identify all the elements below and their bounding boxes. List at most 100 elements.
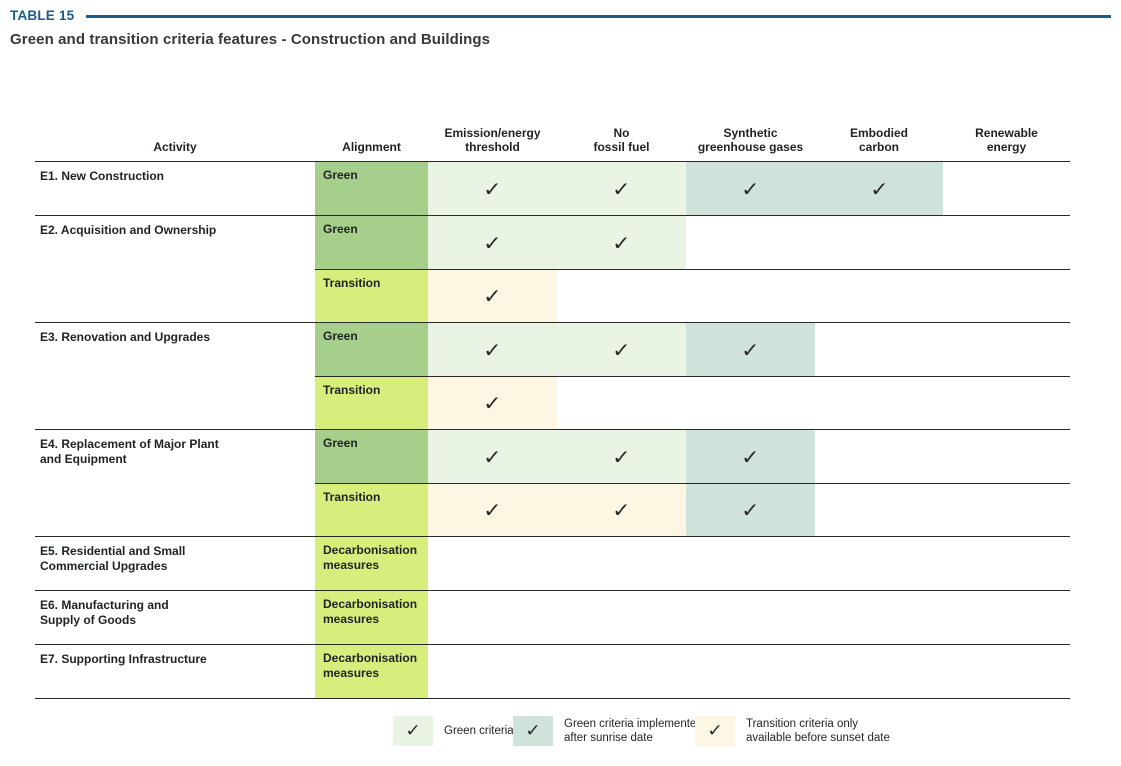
subrow-green: Green ✓ ✓ bbox=[315, 216, 1070, 269]
activity-cell: E3. Renovation and Upgrades bbox=[40, 330, 211, 344]
criteria-cell bbox=[943, 270, 1070, 322]
subrow-green: Green ✓ ✓ ✓ bbox=[315, 430, 1070, 483]
table-row-e1: E1. New Construction Green ✓ ✓ ✓ ✓ bbox=[35, 162, 1070, 216]
criteria-cell: ✓ bbox=[557, 323, 686, 376]
criteria-cell bbox=[557, 270, 686, 322]
criteria-cell bbox=[428, 591, 557, 644]
table-subtitle: Green and transition criteria features -… bbox=[10, 31, 491, 48]
check-icon: ✓ bbox=[741, 337, 760, 362]
criteria-cell bbox=[943, 216, 1070, 269]
criteria-cell: ✓ bbox=[686, 484, 815, 536]
criteria-cell bbox=[686, 645, 815, 698]
subrow-green: Green ✓ ✓ ✓ bbox=[315, 323, 1070, 376]
criteria-cell: ✓ bbox=[428, 377, 557, 429]
subrow-transition: Transition ✓ ✓ ✓ bbox=[315, 483, 1070, 536]
check-icon: ✓ bbox=[483, 284, 502, 308]
criteria-cell bbox=[815, 591, 943, 644]
criteria-cell bbox=[943, 162, 1070, 215]
subrow-decarbonisation: Decarbonisation measures bbox=[315, 645, 1070, 698]
column-header-no-fossil-fuel: No fossil fuel bbox=[593, 126, 650, 154]
table-number-label: TABLE 15 bbox=[10, 8, 75, 23]
title-rule bbox=[86, 14, 1111, 18]
check-icon: ✓ bbox=[612, 337, 631, 362]
check-icon: ✓ bbox=[707, 721, 723, 741]
criteria-cell bbox=[943, 484, 1070, 536]
table-row-e5: E5. Residential and Small Commercial Upg… bbox=[35, 537, 1070, 591]
subrow-decarbonisation: Decarbonisation measures bbox=[315, 591, 1070, 644]
criteria-cell bbox=[943, 591, 1070, 644]
subrow-decarbonisation: Decarbonisation measures bbox=[315, 537, 1070, 590]
check-icon: ✓ bbox=[869, 176, 889, 201]
criteria-cell bbox=[428, 645, 557, 698]
table-row-e7: E7. Supporting Infrastructure Decarbonis… bbox=[35, 645, 1070, 699]
check-icon: ✓ bbox=[741, 498, 760, 522]
table-row-e2: E2. Acquisition and Ownership Green ✓ ✓ … bbox=[35, 216, 1070, 323]
alignment-cell: Green bbox=[315, 323, 428, 376]
activity-cell: E7. Supporting Infrastructure bbox=[40, 652, 207, 666]
check-icon: ✓ bbox=[405, 721, 421, 741]
check-icon: ✓ bbox=[612, 176, 631, 201]
legend-swatch-sunrise: ✓ bbox=[513, 716, 553, 746]
criteria-cell bbox=[815, 323, 943, 376]
criteria-cell bbox=[686, 377, 815, 429]
criteria-cell bbox=[557, 537, 686, 590]
criteria-cell bbox=[815, 537, 943, 590]
criteria-cell bbox=[686, 216, 815, 269]
criteria-cell bbox=[557, 645, 686, 698]
alignment-cell: Green bbox=[315, 430, 428, 483]
legend-swatch-green: ✓ bbox=[393, 716, 433, 746]
criteria-cell: ✓ bbox=[815, 162, 943, 215]
criteria-cell: ✓ bbox=[686, 162, 815, 215]
check-icon: ✓ bbox=[483, 391, 502, 415]
criteria-cell bbox=[943, 537, 1070, 590]
alignment-cell: Green bbox=[315, 162, 428, 215]
legend-label: Transition criteria only available befor… bbox=[746, 717, 890, 745]
column-header-synthetic-ghg: Synthetic greenhouse gases bbox=[697, 126, 804, 154]
legend-label: Green criteria bbox=[444, 724, 514, 737]
alignment-cell: Decarbonisation measures bbox=[315, 591, 428, 644]
criteria-cell: ✓ bbox=[686, 430, 815, 483]
check-icon: ✓ bbox=[483, 498, 502, 522]
criteria-cell bbox=[686, 591, 815, 644]
criteria-cell bbox=[815, 484, 943, 536]
criteria-cell: ✓ bbox=[428, 162, 557, 215]
table-header-row: Activity Alignment Emission/energy thres… bbox=[35, 107, 1070, 162]
criteria-cell bbox=[815, 270, 943, 322]
legend-label: Green criteria implemented after sunrise… bbox=[564, 717, 703, 745]
activity-cell: E2. Acquisition and Ownership bbox=[40, 223, 217, 237]
subrow-transition: Transition ✓ bbox=[315, 269, 1070, 322]
table-row-e6: E6. Manufacturing and Supply of Goods De… bbox=[35, 591, 1070, 645]
check-icon: ✓ bbox=[483, 176, 502, 201]
criteria-cell bbox=[815, 216, 943, 269]
check-icon: ✓ bbox=[483, 444, 502, 469]
criteria-cell: ✓ bbox=[428, 323, 557, 376]
criteria-cell bbox=[943, 430, 1070, 483]
column-header-alignment: Alignment bbox=[342, 139, 401, 154]
criteria-cell bbox=[686, 537, 815, 590]
column-header-emission-threshold: Emission/energy threshold bbox=[444, 126, 541, 154]
legend-item-green-criteria: ✓ Green criteria bbox=[393, 716, 514, 746]
check-icon: ✓ bbox=[741, 176, 760, 201]
criteria-cell: ✓ bbox=[557, 216, 686, 269]
criteria-cell: ✓ bbox=[557, 484, 686, 536]
activity-cell: E4. Replacement of Major Plant and Equip… bbox=[40, 437, 219, 466]
criteria-cell bbox=[428, 537, 557, 590]
check-icon: ✓ bbox=[612, 444, 631, 469]
table-row-e4: E4. Replacement of Major Plant and Equip… bbox=[35, 430, 1070, 537]
criteria-cell bbox=[815, 645, 943, 698]
alignment-cell: Green bbox=[315, 216, 428, 269]
alignment-cell: Transition bbox=[315, 377, 428, 429]
alignment-cell: Transition bbox=[315, 484, 428, 536]
activity-cell: E1. New Construction bbox=[40, 169, 165, 183]
check-icon: ✓ bbox=[483, 230, 502, 255]
criteria-cell bbox=[815, 377, 943, 429]
criteria-cell bbox=[815, 430, 943, 483]
check-icon: ✓ bbox=[612, 498, 631, 522]
criteria-cell bbox=[686, 270, 815, 322]
check-icon: ✓ bbox=[525, 721, 541, 741]
table-row-e3: E3. Renovation and Upgrades Green ✓ ✓ ✓ … bbox=[35, 323, 1070, 430]
criteria-cell: ✓ bbox=[557, 162, 686, 215]
subrow-transition: Transition ✓ bbox=[315, 376, 1070, 429]
column-header-renewable-energy: Renewable energy bbox=[975, 126, 1038, 154]
